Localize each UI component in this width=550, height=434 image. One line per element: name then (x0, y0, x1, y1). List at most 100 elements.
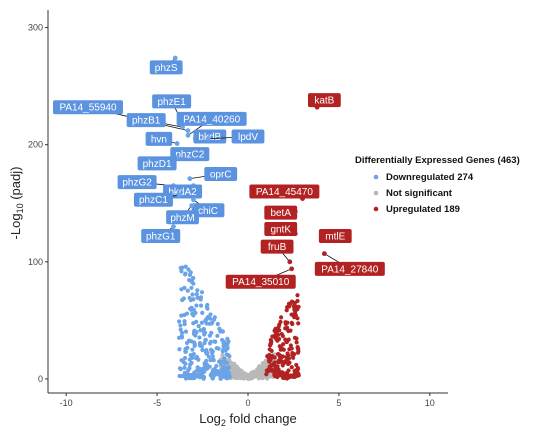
gene-label: phzD1 (143, 159, 172, 170)
data-point (292, 352, 297, 357)
gene-label-box (141, 229, 181, 244)
data-point (218, 376, 223, 381)
data-point (223, 374, 228, 379)
gene-label-box (249, 184, 320, 199)
data-point (288, 373, 293, 378)
data-point (280, 363, 285, 368)
gene-label-box (137, 156, 177, 171)
legend-title: Differentially Expressed Genes (463) (355, 155, 520, 166)
data-point (187, 366, 192, 371)
data-point (205, 315, 211, 320)
data-point (178, 327, 183, 332)
x-axis-title-main: Log (199, 411, 221, 426)
data-point (191, 321, 196, 326)
gene-label: phzB1 (132, 116, 161, 127)
data-point (289, 299, 295, 304)
y-axis-title-rest: (padj) (8, 167, 23, 204)
data-point (182, 365, 187, 370)
data-point (198, 328, 203, 333)
x-tick-label: -5 (153, 398, 161, 408)
gene-label-box (149, 60, 183, 75)
data-point (295, 367, 300, 372)
gene-label: betA (270, 208, 291, 219)
data-point (260, 372, 265, 377)
data-point (196, 323, 201, 329)
data-point (178, 323, 183, 328)
data-point (208, 339, 213, 344)
data-point (296, 371, 301, 376)
data-point (190, 276, 195, 281)
gene-label-box (145, 131, 173, 146)
data-point (280, 354, 285, 359)
gene-label: phzG2 (122, 178, 152, 189)
gene-label: katB (314, 96, 334, 107)
data-point (284, 339, 289, 344)
data-point (286, 368, 291, 373)
data-point (277, 322, 282, 327)
gene-label: phzC2 (175, 150, 204, 161)
y-tick-label: 0 (38, 374, 43, 384)
data-point (216, 346, 221, 351)
data-point (208, 347, 214, 353)
data-point (229, 367, 235, 372)
data-point (183, 349, 188, 354)
data-point (179, 330, 185, 335)
data-point (223, 370, 228, 375)
data-point (284, 308, 289, 313)
data-point (177, 373, 182, 379)
data-point (200, 347, 205, 353)
data-point (289, 365, 294, 370)
gene-label: oprC (210, 169, 232, 180)
labeled-point (187, 176, 193, 182)
data-points (176, 264, 301, 381)
data-point (205, 306, 210, 311)
data-point (182, 272, 188, 277)
y-tick-label: 300 (28, 23, 43, 33)
data-point (249, 372, 254, 377)
data-point (215, 333, 220, 338)
data-point (191, 307, 196, 313)
data-point (273, 367, 278, 372)
data-point (177, 319, 182, 324)
gene-label: mtlE (325, 232, 345, 243)
legend-label-down: Downregulated 274 (386, 172, 474, 183)
data-point (289, 312, 294, 317)
gene-label-box (264, 205, 298, 220)
data-point (276, 336, 282, 342)
data-point (276, 358, 281, 364)
data-point (285, 305, 290, 310)
data-point (178, 367, 183, 372)
legend-swatch-ns (373, 190, 379, 196)
labeled-point (287, 259, 293, 265)
data-point (182, 319, 187, 324)
data-point (202, 341, 207, 346)
data-point (221, 339, 226, 344)
data-point (220, 352, 225, 358)
data-point (272, 372, 277, 377)
data-point (185, 288, 190, 293)
data-point (295, 316, 300, 321)
data-point (283, 321, 288, 327)
legend-label-ns: Not significant (386, 188, 453, 199)
data-point (193, 355, 199, 361)
data-point (202, 369, 207, 374)
data-point (190, 311, 195, 317)
data-point (225, 341, 230, 346)
data-point (267, 359, 272, 364)
data-point (269, 368, 274, 373)
data-point (181, 296, 186, 301)
data-point (220, 329, 226, 334)
gene-label: lpdV (238, 132, 258, 143)
data-point (227, 354, 232, 359)
data-point (272, 328, 277, 334)
data-point (269, 339, 274, 344)
y-axis-title-sub: 10 (15, 203, 25, 213)
data-point (194, 368, 199, 373)
data-point (197, 343, 203, 348)
data-point (272, 360, 277, 365)
data-point (177, 347, 182, 352)
data-point (201, 326, 207, 332)
x-axis-title-sub: 2 (221, 418, 226, 428)
data-point (218, 369, 223, 374)
